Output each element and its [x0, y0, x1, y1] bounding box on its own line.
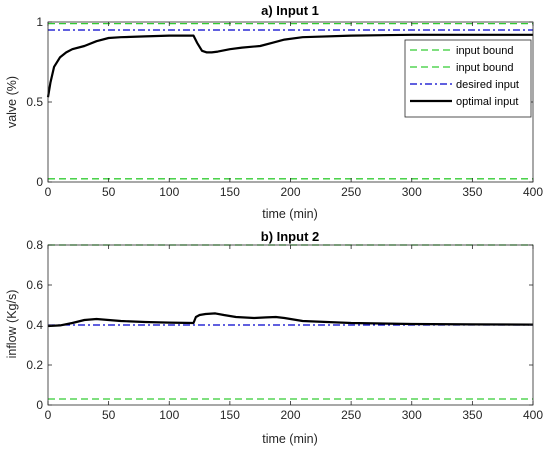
x-tick-label-2-2: 100 [159, 408, 179, 422]
x-tick-label-1-4: 200 [280, 185, 300, 199]
panel-input-1: a) Input 1 time (min) valve (%) 0 50 100 15… [5, 3, 543, 221]
x-tick-label-1-5: 250 [341, 185, 361, 199]
ticks-2: 0 50 100 150 200 250 300 350 400 0 0.2 0.4 0.6 0.8 [26, 238, 543, 422]
y-tick-label-2-0: 0 [36, 398, 43, 412]
x-tick-label-2-5: 250 [341, 408, 361, 422]
y-tick-label-1-1: 0.5 [26, 95, 43, 109]
x-axis-label-1: time (min) [262, 207, 318, 221]
legend: input bound input bound desired input op… [404, 39, 532, 118]
y-tick-label-2-1: 0.2 [26, 358, 43, 372]
x-tick-label-1-8: 400 [523, 185, 543, 199]
series-layer-2 [47, 244, 534, 400]
x-tick-label-1-1: 50 [102, 185, 116, 199]
y-tick-label-1-0: 0 [36, 175, 43, 189]
y-axis-label-2: inflow (Kg/s) [5, 290, 19, 359]
legend-label-input-bound: input bound [456, 45, 514, 57]
legend-box [404, 39, 532, 118]
x-tick-label-2-6: 300 [402, 408, 422, 422]
y-tick-label-2-3: 0.6 [26, 278, 43, 292]
y-tick-label-1-2: 1 [36, 15, 43, 29]
x-tick-label-2-4: 200 [280, 408, 300, 422]
x-tick-label-1-2: 100 [159, 185, 179, 199]
legend-label-optimal-input: optimal input [456, 96, 518, 108]
x-tick-label-1-3: 150 [220, 185, 240, 199]
x-tick-label-2-0: 0 [45, 408, 52, 422]
ticks-1: 0 50 100 150 200 250 300 350 400 0 0.5 1 [26, 15, 543, 199]
x-tick-label-1-7: 350 [462, 185, 482, 199]
x-tick-label-1-6: 300 [402, 185, 422, 199]
legend-label-input-bound-2: input bound [456, 62, 514, 74]
panel-input-2: b) Input 2 time (min) inflow (Kg/s) 0 50 1… [5, 229, 543, 446]
y-axis-label-1: valve (%) [5, 76, 19, 128]
series-line-1-4 [46, 33, 533, 98]
x-tick-label-2-8: 400 [523, 408, 543, 422]
chart-title-1: a) Input 1 [261, 3, 319, 18]
series-line-2-4 [47, 312, 534, 328]
legend-label-desired-input: desired input [456, 79, 519, 91]
x-tick-label-2-3: 150 [220, 408, 240, 422]
x-tick-label-2-7: 350 [462, 408, 482, 422]
x-tick-label-2-1: 50 [102, 408, 116, 422]
x-axis-label-2: time (min) [262, 432, 318, 446]
chart-title-2: b) Input 2 [261, 229, 320, 244]
x-tick-label-1-0: 0 [45, 185, 52, 199]
y-tick-label-2-2: 0.4 [26, 318, 43, 332]
y-tick-label-2-4: 0.8 [26, 238, 43, 252]
